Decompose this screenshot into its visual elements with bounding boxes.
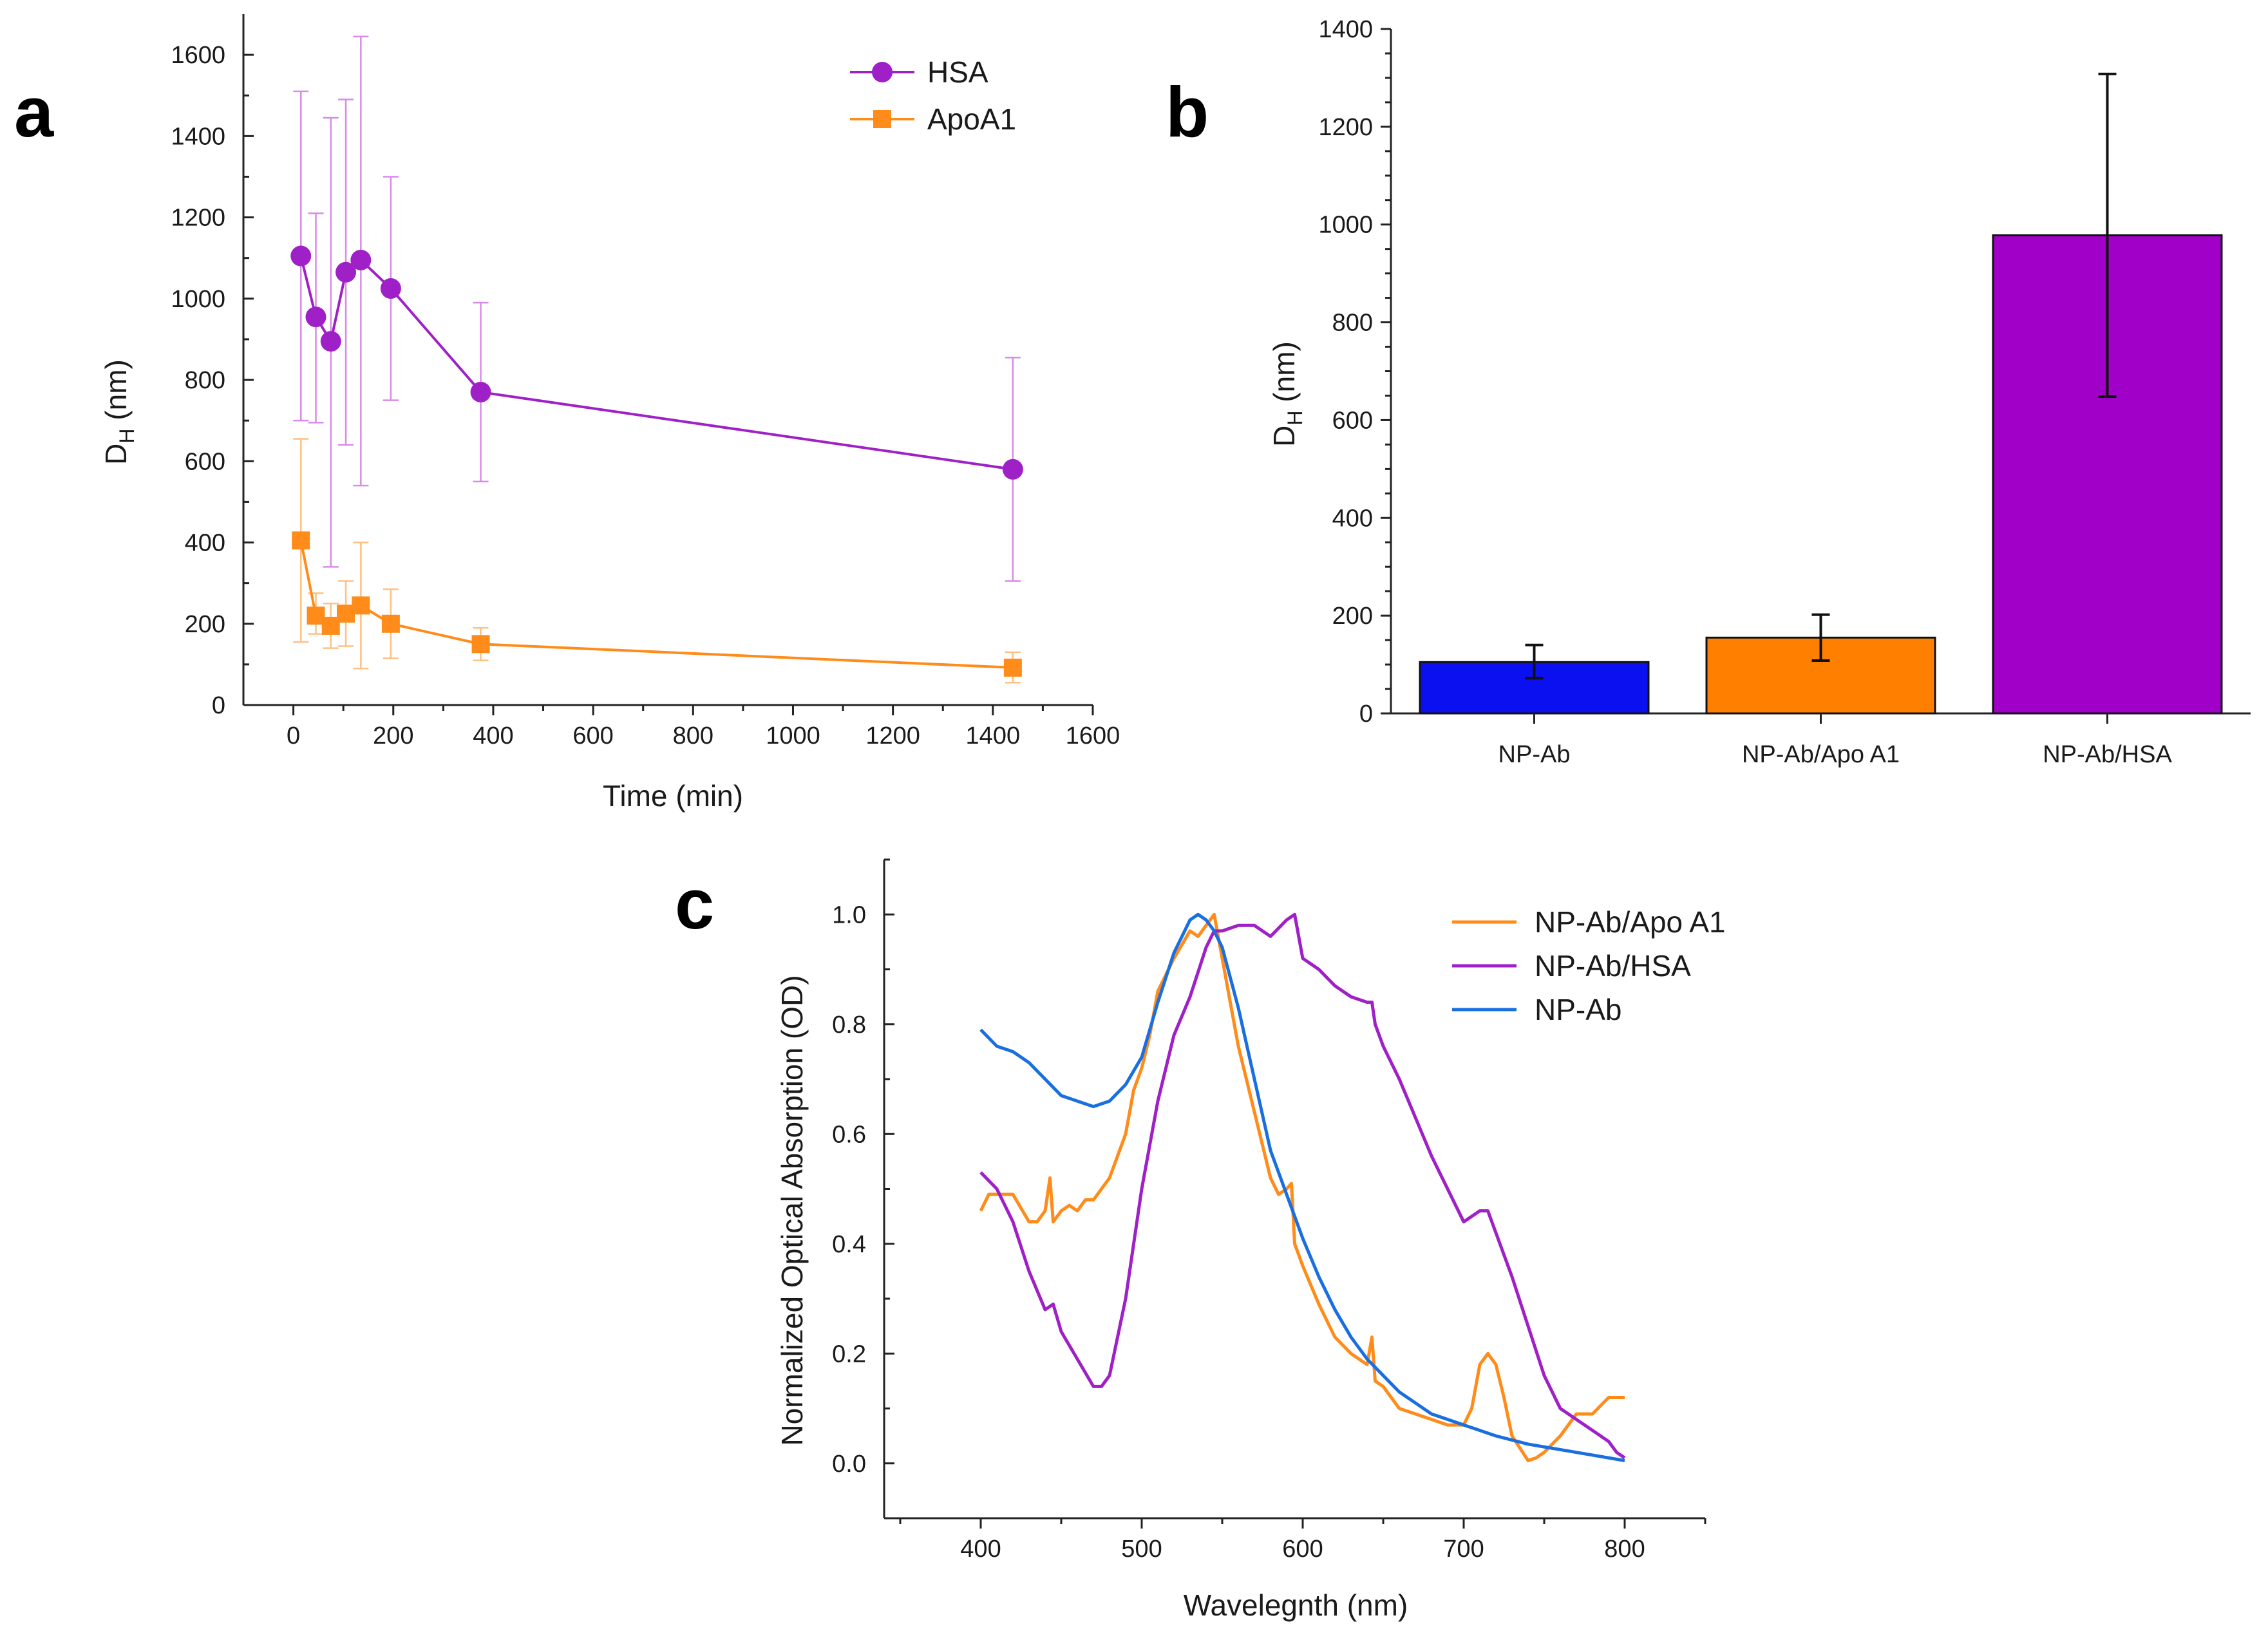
panel-a-hsa-point <box>1002 458 1023 480</box>
panel-a-x-tick-label: 0 <box>287 722 300 749</box>
panel-c-np-ab-apo-a1-line <box>979 912 1625 1462</box>
panel-a-apoa1-point <box>381 614 400 633</box>
panel-b-y-axis-label-main: D <box>1267 426 1301 447</box>
panel-a-y-tick-label: 1600 <box>171 42 225 69</box>
panel-a-apoa1-point <box>1003 658 1022 677</box>
panel-a-hsa-point <box>350 249 372 270</box>
panel-a-hsa-point <box>470 381 491 402</box>
panel-a-y-tick-label: 600 <box>185 448 225 475</box>
panel-a-legend-hsa-marker <box>872 62 893 82</box>
panel-a-y-tick-label: 1000 <box>171 286 225 313</box>
panel-a-hsa-point <box>290 245 312 267</box>
panel-a-x-tick-label: 1600 <box>1066 722 1120 749</box>
panel-c-np-ab-line <box>979 912 1625 1462</box>
panel-c-legend-np-ab-apo-a1-label: NP-Ab/Apo A1 <box>1535 905 1726 939</box>
panel-a-y-tick-label: 1400 <box>171 123 225 150</box>
panel-b-y-tick-label: 1000 <box>1318 212 1373 239</box>
panel-b-letter: b <box>1166 73 1209 152</box>
panel-a-apoa1-point <box>292 531 310 550</box>
panel-b-y-tick-label: 600 <box>1332 407 1373 434</box>
panel-c-x-tick-label: 500 <box>1121 1536 1162 1563</box>
panel-a-x-tick-label: 800 <box>673 722 713 749</box>
panel-c-np-ab-hsa-line <box>979 912 1626 1460</box>
panel-a-x-tick-label: 1400 <box>966 722 1021 749</box>
panel-c-x-tick-label: 600 <box>1282 1536 1323 1563</box>
panel-a-y-tick-label: 0 <box>212 692 225 719</box>
panel-b-y-axis-label: DH (nm) <box>1267 341 1307 447</box>
panel-c-y-tick-label: 0.6 <box>832 1121 866 1148</box>
panel-b-y-tick-label: 400 <box>1332 505 1373 532</box>
panel-c-x-tick-label: 700 <box>1443 1536 1484 1563</box>
panel-b-y-tick-label: 0 <box>1359 701 1373 728</box>
panel-c-letter: c <box>675 865 714 944</box>
panel-a: a 0 200 400 600 800 1000 1200 1400 1600 0 200 400 60… <box>14 14 1120 813</box>
panel-a-x-tick-label: 600 <box>572 722 613 749</box>
panel-a-legend-apoa1-label: ApoA1 <box>927 102 1016 136</box>
panel-a-letter: a <box>14 73 54 152</box>
panel-b-y-tick-label: 1400 <box>1318 16 1373 43</box>
panel-c: c 0.0 0.2 0.4 0.6 0.8 1.0 400 500 600 700 800 NP-Ab… <box>675 858 1726 1622</box>
panel-c-x-axis-label: Wavelegnth (nm) <box>1184 1588 1408 1622</box>
panel-a-legend-hsa-label: HSA <box>927 55 988 89</box>
panel-c-y-tick-label: 1.0 <box>832 901 866 928</box>
panel-a-hsa-point <box>320 331 341 352</box>
panel-a-y-tick-label: 1200 <box>171 205 225 232</box>
panel-a-y-axis-label-unit: (nm) <box>99 359 133 428</box>
panel-c-y-tick-label: 0.2 <box>832 1341 866 1368</box>
panel-a-apoa1-point <box>352 596 370 615</box>
panel-a-y-tick-label: 200 <box>185 611 225 638</box>
panel-b-y-axis-label-sub: H <box>1283 410 1307 425</box>
panel-a-y-axis-label-main: D <box>99 444 133 465</box>
panel-a-x-axis-label: Time (min) <box>603 779 743 813</box>
panel-a-x-tick-label: 1200 <box>865 722 920 749</box>
panel-b-y-tick-label: 800 <box>1332 310 1373 337</box>
panel-b-x-tick-label-np-ab-hsa: NP-Ab/HSA <box>2043 741 2172 768</box>
panel-b-y-tick-label: 200 <box>1332 603 1373 630</box>
panel-c-y-axis-label: Normalized Optical Absorption (OD) <box>775 975 809 1445</box>
panel-a-x-tick-label: 400 <box>473 722 513 749</box>
panel-c-legend-np-ab-label: NP-Ab <box>1535 993 1621 1026</box>
panel-a-y-axis-label-sub: H <box>115 428 138 443</box>
panel-b-x-tick-label-np-ab: NP-Ab <box>1498 741 1571 768</box>
panel-b-y-tick-label: 1200 <box>1318 114 1373 141</box>
panel-c-y-tick-label: 0.8 <box>832 1012 866 1039</box>
panel-b-y-axis-label-unit: (nm) <box>1267 341 1301 410</box>
panel-b-x-tick-label-np-ab-apo-a1: NP-Ab/Apo A1 <box>1742 741 1900 768</box>
panel-a-apoa1-line <box>299 540 1013 669</box>
panel-c-y-tick-label: 0.0 <box>832 1451 866 1478</box>
panel-a-hsa-point <box>380 278 401 299</box>
panel-a-y-axis-label: DH (nm) <box>99 359 138 465</box>
panel-a-hsa-point <box>335 261 357 283</box>
panel-c-x-tick-label: 400 <box>960 1536 1001 1563</box>
panel-a-x-tick-label: 1000 <box>766 722 820 749</box>
panel-a-hsa-line <box>299 256 1014 471</box>
panel-b: b 0 200 400 600 800 1000 1200 1400 NP-Ab NP-Ab/Ap… <box>1166 16 2251 768</box>
panel-a-apoa1-point <box>471 635 490 654</box>
panel-c-legend-np-ab-hsa-label: NP-Ab/HSA <box>1535 949 1691 983</box>
panel-c-y-tick-label: 0.4 <box>832 1231 866 1258</box>
panel-a-hsa-point <box>305 306 326 328</box>
panel-a-y-tick-label: 800 <box>185 367 225 394</box>
panel-a-legend-apoa1-marker <box>873 110 891 128</box>
panel-a-y-tick-label: 400 <box>185 530 225 557</box>
panel-c-x-tick-label: 800 <box>1604 1536 1645 1563</box>
panel-a-x-tick-label: 200 <box>373 722 413 749</box>
